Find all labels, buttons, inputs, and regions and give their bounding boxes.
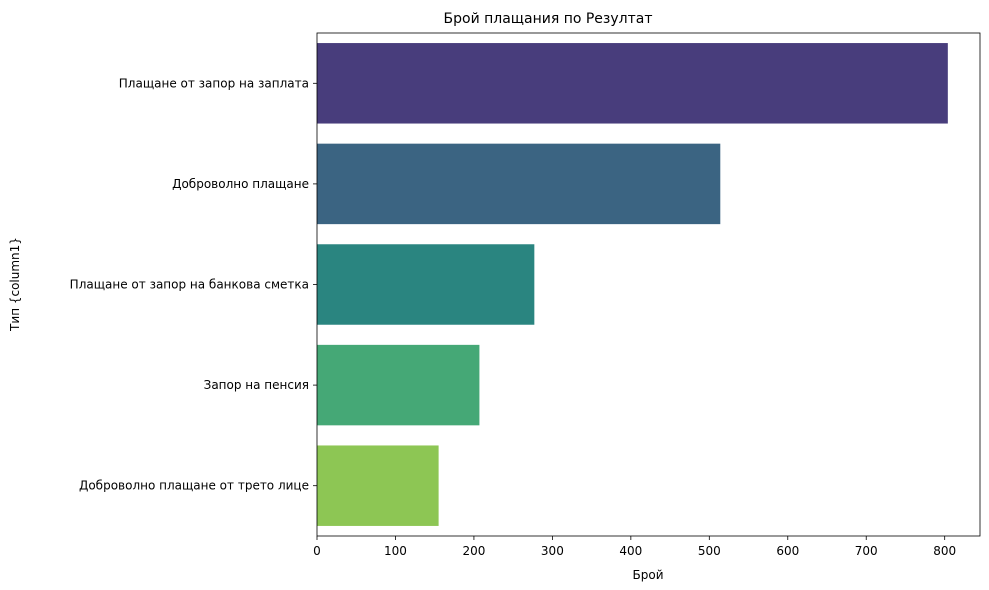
- y-tick-label: Плащане от запор на заплата: [119, 76, 309, 90]
- y-tick-label: Плащане от запор на банкова сметка: [70, 278, 309, 292]
- x-tick-label: 100: [384, 544, 407, 558]
- x-tick-label: 0: [313, 544, 321, 558]
- bar-2: [317, 244, 535, 325]
- x-tick-label: 200: [462, 544, 485, 558]
- x-axis-label: Брой: [633, 568, 664, 582]
- y-tick-label: Запор на пенсия: [204, 378, 309, 392]
- y-tick-label: Доброволно плащане от трето лице: [79, 479, 309, 493]
- plot-area-frame: [316, 32, 981, 537]
- y-tick-label: Доброволно плащане: [172, 177, 309, 191]
- bars-group: [317, 43, 948, 526]
- y-axis-label: Тип {column1}: [8, 237, 22, 332]
- bar-0: [317, 43, 948, 124]
- y-ticks-group: Плащане от запор на заплата Доброволно пл…: [70, 76, 317, 493]
- x-tick-label: 500: [698, 544, 721, 558]
- x-tick-label: 600: [776, 544, 799, 558]
- bar-4: [317, 445, 439, 526]
- x-tick-label: 300: [541, 544, 564, 558]
- x-ticks-group: 0 100 200 300 400 500 600 700 800: [313, 536, 956, 558]
- x-tick-label: 700: [855, 544, 878, 558]
- bar-1: [317, 143, 721, 225]
- x-tick-label: 400: [619, 544, 642, 558]
- chart-title: Брой плащания по Резултат: [444, 11, 653, 27]
- bar-3: [317, 344, 480, 426]
- x-tick-label: 800: [933, 544, 956, 558]
